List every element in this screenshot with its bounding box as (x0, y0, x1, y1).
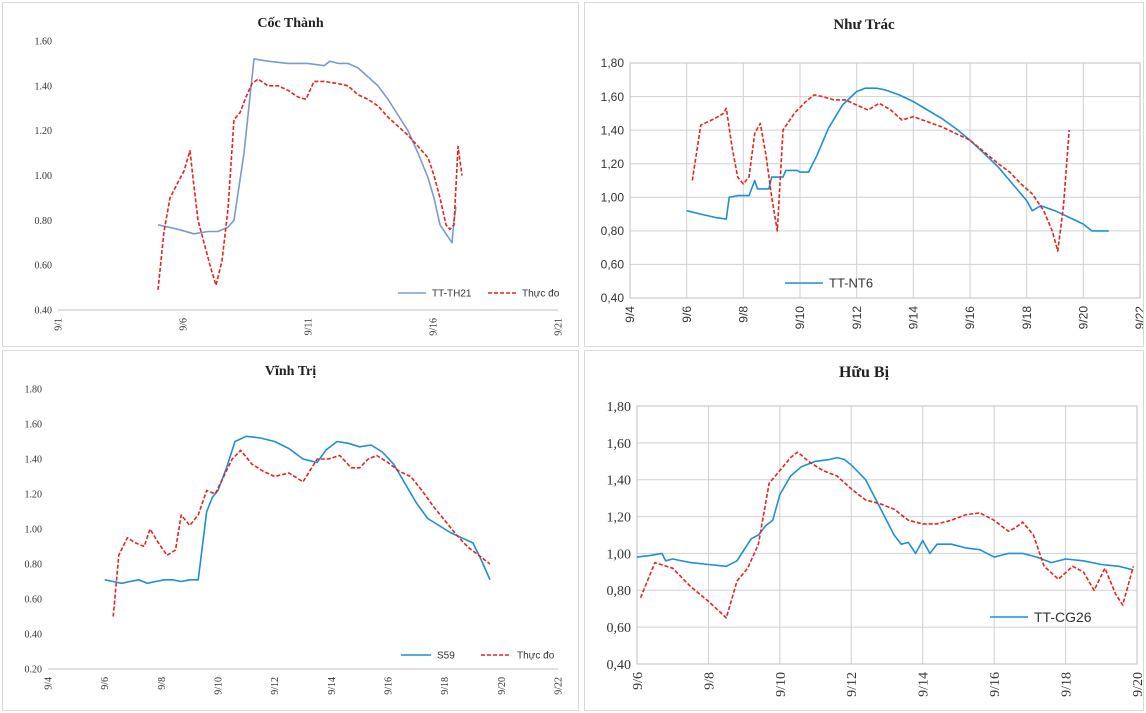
y-tick-label: 1.20 (35, 126, 53, 137)
x-tick-label: 9/14 (327, 677, 338, 695)
chart-vinh-tri: Vĩnh Trị 0.20 0.40 0.60 0.80 1.00 1.20 1.40 1.60… (25, 364, 565, 695)
series-line-observed (691, 94, 1070, 252)
x-tick-label: 9/6 (100, 677, 111, 690)
x-tick-label: 9/16 (384, 677, 395, 695)
x-tick-label: 9/10 (774, 672, 789, 697)
x-tick-label: 9/8 (702, 672, 717, 690)
x-tick-label: 9/6 (631, 672, 646, 690)
chart-panel-nhu-trac: Như Trác 0,40 0,60 0,80 1,00 1,20 1,40 1,60 1,80… (584, 2, 1144, 347)
y-tick-label: 0.80 (25, 560, 43, 571)
series-line-simulated (636, 456, 1134, 571)
x-tick-label: 9/8 (737, 306, 751, 323)
x-tick-label: 9/16 (988, 672, 1003, 697)
x-tick-label: 9/12 (270, 677, 281, 695)
x-tick-label: 9/6 (680, 306, 694, 323)
y-tick-label: 1.40 (35, 81, 53, 92)
x-tick-label: 9/16 (963, 306, 977, 330)
chart-title: Hữu Bị (839, 364, 890, 381)
y-tick-label: 1,20 (601, 157, 625, 171)
x-tick-label: 9/6 (179, 318, 190, 331)
y-tick-label: 1,40 (601, 123, 625, 137)
y-tick-label: 1,60 (607, 437, 632, 452)
y-tick-label: 0.60 (25, 595, 43, 606)
chart-panel-huu-bi: Hữu Bị 0,40 0,60 0,80 1,00 1,20 1,40 1,60 1,80 9/… (584, 350, 1144, 711)
y-tick-label: 1,60 (601, 90, 625, 104)
x-tick-label: 9/22 (1133, 306, 1143, 330)
legend-label: TT-CG26 (1034, 609, 1092, 625)
y-tick-label: 0.80 (35, 216, 53, 227)
x-tick-label: 9/12 (850, 306, 864, 330)
legend-label: TT-NT6 (829, 276, 873, 291)
series-line-simulated (157, 58, 457, 244)
y-tick-label: 0,60 (607, 621, 632, 636)
chart-coc-thanh: Cốc Thành 0.40 0.60 0.80 1.00 1.20 1.40 1.60 9/1… (35, 16, 565, 336)
x-tick-label: 9/18 (440, 677, 451, 695)
x-tick-label: 9/1 (54, 318, 65, 331)
y-tick-label: 1,20 (607, 510, 632, 525)
y-tick-label: 1.00 (35, 171, 53, 182)
chart-panel-vinh-tri: Vĩnh Trị 0.20 0.40 0.60 0.80 1.00 1.20 1.40 1.60… (2, 350, 579, 711)
x-tick-label: 9/10 (214, 677, 225, 695)
y-tick-label: 1.40 (25, 455, 43, 466)
legend-label: TT-TH21 (432, 289, 472, 300)
y-tick-label: 1.60 (25, 420, 43, 431)
chart-title: Cốc Thành (257, 16, 323, 31)
y-tick-label: 1.60 (35, 37, 53, 48)
y-tick-label: 1.00 (25, 525, 43, 536)
x-tick-label: 9/12 (845, 672, 860, 697)
legend-label: Thực đo (522, 289, 560, 300)
y-tick-label: 0,40 (601, 291, 625, 305)
y-tick-label: 0.40 (35, 306, 53, 317)
series-line-observed (639, 451, 1135, 619)
y-tick-label: 0.20 (25, 665, 43, 676)
x-tick-label: 9/11 (304, 318, 315, 335)
series-line-observed (112, 449, 491, 617)
legend-label: S59 (437, 651, 455, 662)
x-tick-label: 9/21 (554, 318, 565, 336)
y-tick-label: 1.80 (25, 385, 43, 396)
series-line-simulated (104, 435, 491, 585)
y-tick-label: 0,80 (607, 584, 632, 599)
x-tick-label: 9/10 (793, 306, 807, 330)
x-tick-label: 9/22 (554, 677, 565, 695)
x-tick-label: 9/16 (429, 318, 440, 336)
x-tick-label: 9/4 (44, 677, 55, 690)
x-tick-label: 9/14 (907, 306, 921, 330)
y-tick-label: 1,40 (607, 474, 632, 489)
x-tick-label: 9/8 (157, 677, 168, 690)
x-tick-label: 9/20 (497, 677, 508, 695)
x-tick-label: 9/20 (1131, 672, 1143, 697)
y-tick-label: 0,60 (601, 258, 625, 272)
y-tick-label: 1,00 (601, 190, 625, 204)
chart-nhu-trac: Như Trác 0,40 0,60 0,80 1,00 1,20 1,40 1,60 1,80… (601, 17, 1143, 330)
chart-title: Vĩnh Trị (265, 364, 316, 379)
chart-panel-coc-thanh: Cốc Thành 0.40 0.60 0.80 1.00 1.20 1.40 1.60 9/1… (2, 2, 579, 347)
x-tick-label: 9/18 (1059, 672, 1074, 697)
y-tick-label: 1,80 (601, 56, 625, 70)
y-tick-label: 1.20 (25, 490, 43, 501)
series-line-simulated (686, 87, 1109, 232)
x-tick-label: 9/18 (1020, 306, 1034, 330)
chart-title: Như Trác (833, 17, 895, 33)
plot-frame (636, 405, 1138, 665)
y-tick-label: 0.40 (25, 630, 43, 641)
y-tick-label: 0,40 (607, 658, 632, 673)
y-tick-label: 1,00 (607, 547, 632, 562)
x-tick-label: 9/14 (917, 672, 932, 697)
plot-frame (629, 62, 1141, 299)
x-tick-label: 9/20 (1077, 306, 1091, 330)
legend-label: Thực đo (517, 651, 555, 662)
y-tick-label: 0,80 (601, 224, 625, 238)
x-tick-label: 9/4 (623, 306, 637, 323)
chart-huu-bi: Hữu Bị 0,40 0,60 0,80 1,00 1,20 1,40 1,60 1,80 9/… (607, 364, 1144, 697)
series-line-observed (157, 78, 463, 290)
y-tick-label: 0.60 (35, 261, 53, 272)
y-tick-label: 1,80 (607, 400, 632, 415)
